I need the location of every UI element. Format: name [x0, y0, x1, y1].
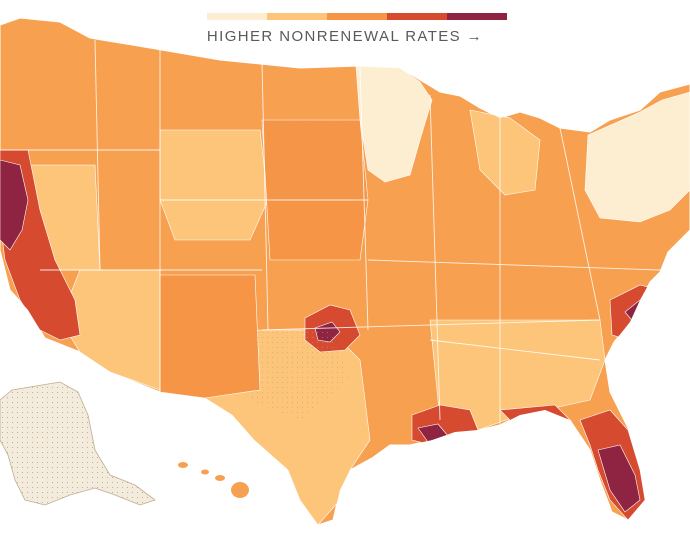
legend-swatch-4	[387, 13, 447, 20]
legend-label: HIGHER NONRENEWAL RATES →	[206, 28, 484, 45]
dotted-overlay	[240, 120, 368, 420]
alaska-dots	[0, 382, 155, 505]
hawaii	[178, 462, 249, 498]
hawaii-island-1	[178, 462, 188, 468]
border-lines	[0, 39, 661, 425]
region-northern-california	[0, 159, 29, 251]
legend-swatch-2	[267, 13, 327, 20]
region-mountain-west	[159, 129, 269, 241]
state-borders	[0, 39, 661, 425]
region-upper-midwest	[355, 65, 433, 183]
legend-swatch-1	[207, 13, 267, 20]
hawaii-island-2	[201, 469, 209, 475]
hawaii-island-3	[215, 475, 225, 481]
legend-swatch-5	[447, 13, 507, 20]
hawaii-island-4	[231, 482, 249, 498]
legend-swatch-3	[327, 13, 387, 20]
dots-plains	[262, 120, 368, 200]
legend: HIGHER NONRENEWAL RATES →	[0, 0, 690, 56]
dots-texas	[240, 330, 350, 420]
region-northeast	[584, 91, 690, 223]
region-michigan	[469, 109, 541, 196]
region-florida-core	[597, 444, 641, 513]
